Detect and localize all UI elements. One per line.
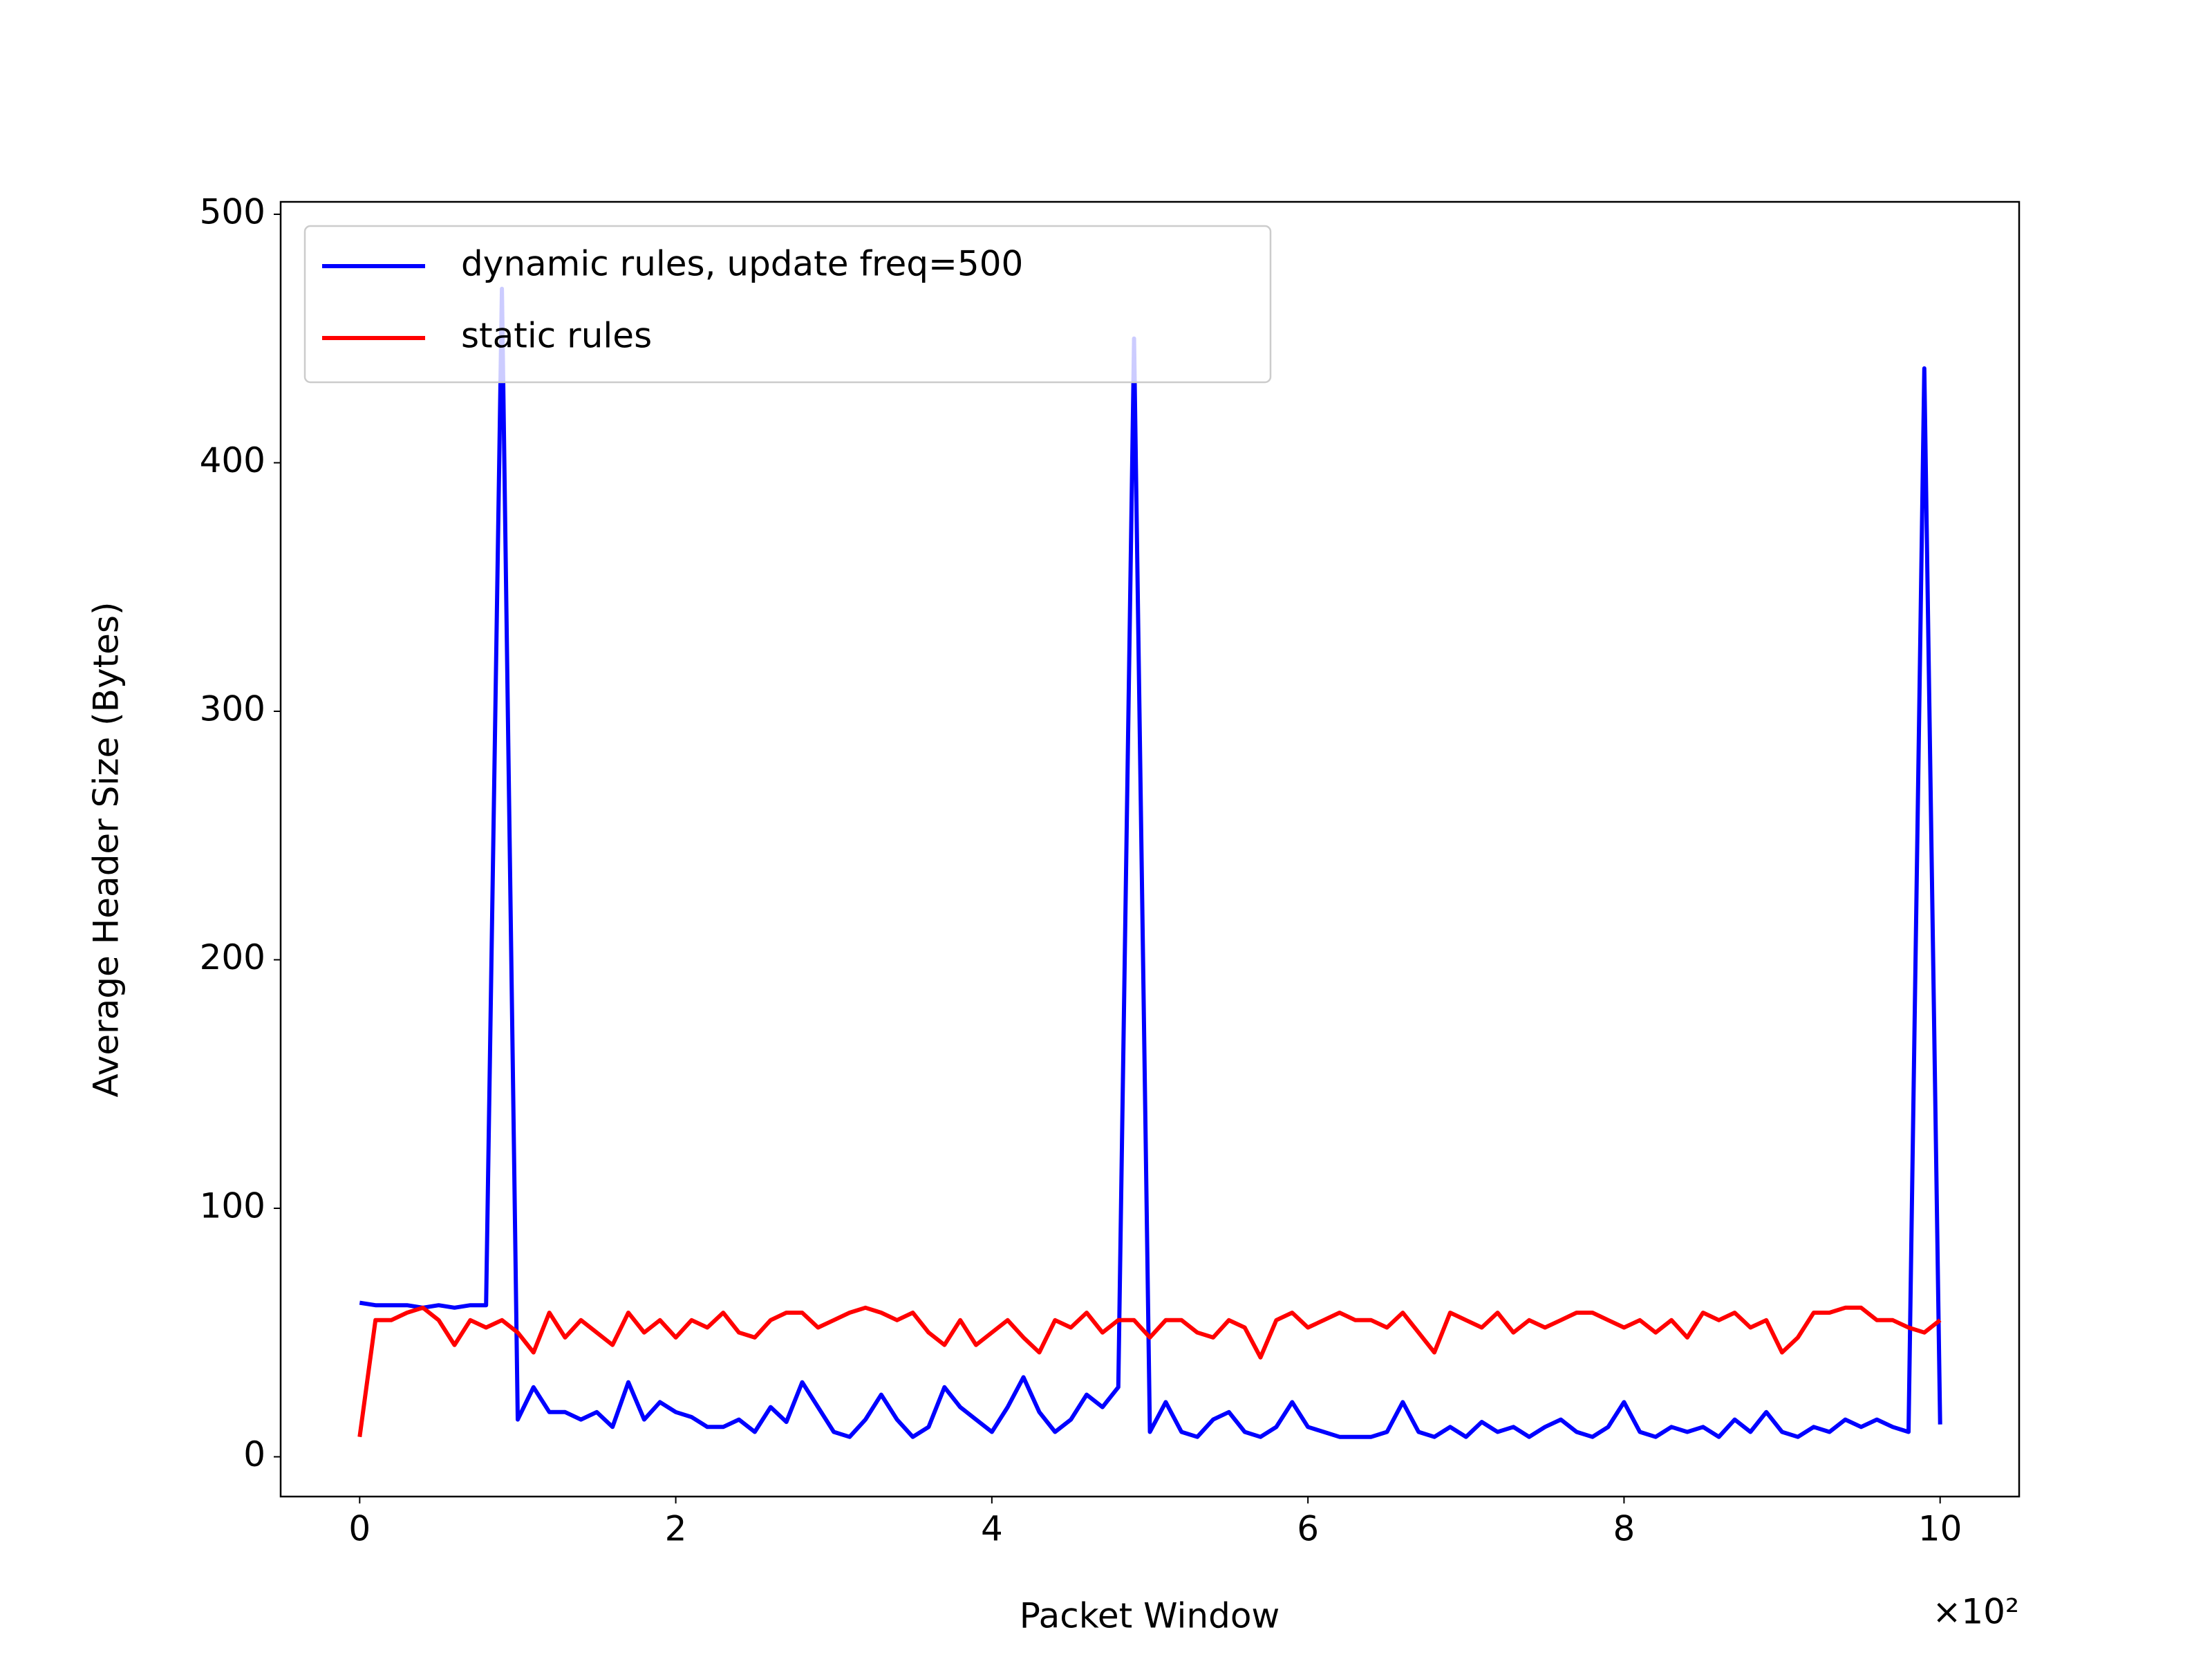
y-tick-label: 0 <box>243 1434 265 1474</box>
legend-label: dynamic rules, update freq=500 <box>461 244 1023 284</box>
x-tick-label: 0 <box>348 1509 371 1549</box>
plot-frame <box>279 200 2021 1498</box>
data-line <box>357 1305 1942 1438</box>
x-tick-label: 8 <box>1613 1509 1635 1549</box>
x-offset-label: ×10² <box>1932 1592 2019 1632</box>
x-tick-label: 10 <box>1918 1509 1962 1549</box>
legend-box <box>303 225 1272 384</box>
legend-label: static rules <box>461 316 652 356</box>
x-tick-label: 2 <box>665 1509 687 1549</box>
y-tick-label: 300 <box>200 688 265 729</box>
y-tick-label: 100 <box>200 1185 265 1226</box>
x-tick-label: 4 <box>981 1509 1003 1549</box>
data-line <box>359 286 1942 1439</box>
x-axis-label: Packet Window <box>1020 1596 1280 1636</box>
y-tick-label: 200 <box>200 937 265 977</box>
y-axis-label: Average Header Size (Bytes) <box>86 601 126 1097</box>
y-tick-label: 500 <box>200 191 265 232</box>
x-tick-label: 6 <box>1297 1509 1319 1549</box>
y-tick-label: 400 <box>200 440 265 480</box>
